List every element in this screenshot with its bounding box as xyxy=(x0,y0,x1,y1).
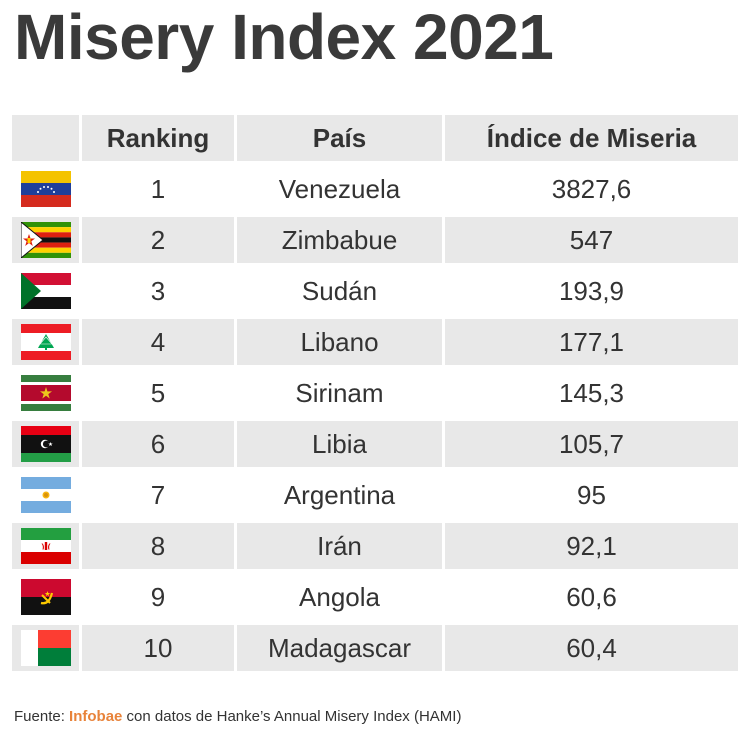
country-cell: Libano xyxy=(237,319,442,365)
index-cell: 60,4 xyxy=(445,625,738,671)
table-header-row: Ranking País Índice de Miseria xyxy=(12,115,738,161)
table-row: 5 Sirinam 145,3 xyxy=(12,370,738,416)
table-row: 3 Sudán 193,9 xyxy=(12,268,738,314)
lebanon-flag-icon xyxy=(20,324,71,360)
libya-flag-icon xyxy=(20,426,71,462)
country-cell: Zimbabue xyxy=(237,217,442,263)
flag-cell xyxy=(12,370,79,416)
index-cell: 105,7 xyxy=(445,421,738,467)
table-row: 6 Libia 105,7 xyxy=(12,421,738,467)
misery-index-table: Ranking País Índice de Miseria 1 Venezuel… xyxy=(12,115,738,676)
country-cell: Irán xyxy=(237,523,442,569)
index-cell: 60,6 xyxy=(445,574,738,620)
venezuela-flag-icon xyxy=(20,171,71,207)
table-row: 4 Libano 177,1 xyxy=(12,319,738,365)
table-body: 1 Venezuela 3827,6 2 Zimbabue 547 3 Sudán 193,9 4… xyxy=(12,166,738,671)
flag-cell xyxy=(12,421,79,467)
flag-cell xyxy=(12,319,79,365)
flag-cell xyxy=(12,472,79,518)
table-row: 2 Zimbabue 547 xyxy=(12,217,738,263)
header-ranking: Ranking xyxy=(82,115,234,161)
flag-cell xyxy=(12,625,79,671)
source-note: Fuente: Infobae con datos de Hanke’s Ann… xyxy=(14,708,461,725)
rank-cell: 9 xyxy=(82,574,234,620)
table-row: 7 Argentina 95 xyxy=(12,472,738,518)
index-cell: 547 xyxy=(445,217,738,263)
source-suffix: con datos de Hanke’s Annual Misery Index… xyxy=(122,708,462,725)
flag-cell xyxy=(12,268,79,314)
rank-cell: 6 xyxy=(82,421,234,467)
country-cell: Sudán xyxy=(237,268,442,314)
rank-cell: 4 xyxy=(82,319,234,365)
country-cell: Argentina xyxy=(237,472,442,518)
country-cell: Venezuela xyxy=(237,166,442,212)
iran-flag-icon xyxy=(20,528,71,564)
source-brand: Infobae xyxy=(69,708,123,725)
flag-cell xyxy=(12,166,79,212)
country-cell: Madagascar xyxy=(237,625,442,671)
zimbabwe-flag-icon xyxy=(20,222,71,258)
argentina-flag-icon xyxy=(20,477,71,513)
header-indice: Índice de Miseria xyxy=(445,115,738,161)
page-title: Misery Index 2021 xyxy=(14,1,554,73)
table-row: 1 Venezuela 3827,6 xyxy=(12,166,738,212)
index-cell: 3827,6 xyxy=(445,166,738,212)
index-cell: 193,9 xyxy=(445,268,738,314)
suriname-flag-icon xyxy=(20,375,71,411)
country-cell: Angola xyxy=(237,574,442,620)
madagascar-flag-icon xyxy=(20,630,71,666)
country-cell: Libia xyxy=(237,421,442,467)
rank-cell: 8 xyxy=(82,523,234,569)
table-row: 9 Angola 60,6 xyxy=(12,574,738,620)
header-flag-cell xyxy=(12,115,79,161)
table-row: 8 Irán 92,1 xyxy=(12,523,738,569)
flag-cell xyxy=(12,523,79,569)
rank-cell: 5 xyxy=(82,370,234,416)
index-cell: 177,1 xyxy=(445,319,738,365)
source-prefix: Fuente: xyxy=(14,708,70,725)
table-row: 10 Madagascar 60,4 xyxy=(12,625,738,671)
rank-cell: 3 xyxy=(82,268,234,314)
index-cell: 95 xyxy=(445,472,738,518)
rank-cell: 1 xyxy=(82,166,234,212)
sudan-flag-icon xyxy=(20,273,71,309)
rank-cell: 2 xyxy=(82,217,234,263)
rank-cell: 10 xyxy=(82,625,234,671)
header-pais: País xyxy=(237,115,442,161)
flag-cell xyxy=(12,217,79,263)
index-cell: 145,3 xyxy=(445,370,738,416)
rank-cell: 7 xyxy=(82,472,234,518)
flag-cell xyxy=(12,574,79,620)
angola-flag-icon xyxy=(20,579,71,615)
country-cell: Sirinam xyxy=(237,370,442,416)
index-cell: 92,1 xyxy=(445,523,738,569)
